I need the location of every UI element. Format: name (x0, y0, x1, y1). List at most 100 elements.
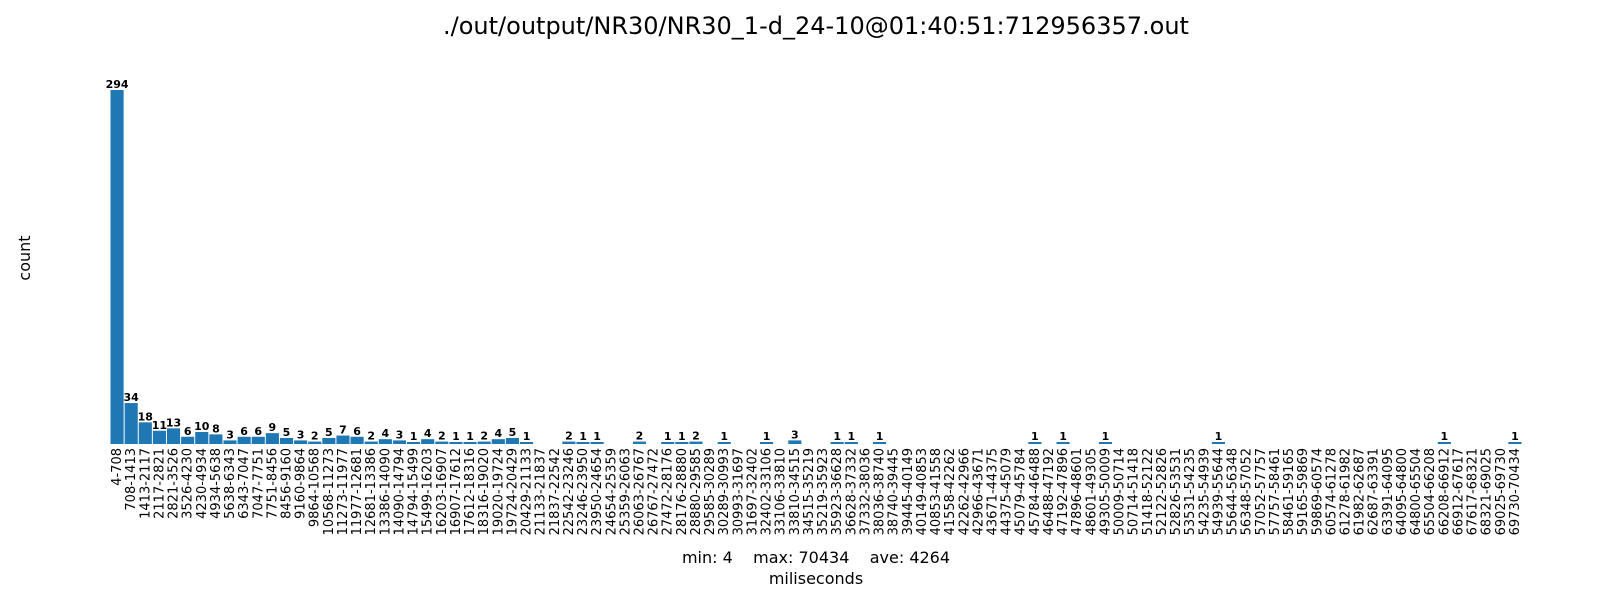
bar (223, 440, 237, 444)
data-label: 1 (763, 430, 771, 443)
data-label: 1 (876, 430, 884, 443)
x-tick-label: 52122-52826 (1155, 448, 1170, 535)
x-tick-label: 44375-45079 (1000, 448, 1015, 535)
x-tick-label: 60574-61278 (1324, 448, 1339, 535)
x-tick-label: 17612-18316 (463, 448, 478, 535)
x-tick-label: 1413-2117 (138, 448, 153, 519)
data-label: 1 (833, 430, 841, 443)
data-label: 1 (1059, 430, 1067, 443)
bar (392, 440, 407, 444)
x-tick-label: 53531-54235 (1183, 448, 1198, 535)
data-label: 10 (194, 420, 210, 433)
x-tick-label: 21133-21837 (534, 448, 549, 535)
x-tick-label: 26063-26767 (633, 448, 648, 535)
data-label: 1 (466, 430, 474, 443)
x-tick-label: 30289-30993 (717, 448, 732, 535)
data-label: 9 (269, 421, 277, 434)
x-tick-label: 55644-56348 (1226, 448, 1241, 535)
x-tick-label: 65504-66208 (1423, 448, 1438, 535)
x-tick-label: 51418-52122 (1141, 448, 1156, 535)
data-label: 294 (106, 78, 129, 91)
bars-group (110, 90, 1522, 444)
bar (336, 435, 350, 444)
data-label: 6 (240, 425, 248, 438)
x-tick-label: 15499-16203 (421, 448, 436, 535)
x-tick-label: 40853-41558 (929, 448, 944, 535)
bar (788, 440, 802, 444)
x-tick-label: 68321-69025 (1480, 448, 1495, 535)
bar (378, 439, 392, 444)
x-tick-label: 14794-15499 (407, 448, 422, 535)
data-label: 5 (325, 426, 333, 439)
data-label: 1 (1511, 430, 1519, 443)
x-axis-label: miliseconds (769, 569, 863, 588)
bar (519, 442, 534, 444)
x-tick-label: 23246-23950 (576, 448, 591, 535)
data-label: 1 (410, 430, 418, 443)
x-tick-label: 56348-57052 (1240, 448, 1255, 535)
data-label: 1 (1215, 430, 1223, 443)
bar (166, 428, 181, 444)
x-tick-label: 10568-11273 (322, 448, 337, 535)
x-tick-label: 16203-16907 (435, 448, 450, 535)
x-tick-label: 9160-9864 (294, 448, 309, 519)
data-label: 5 (283, 426, 291, 439)
x-tick-label: 61982-62687 (1353, 448, 1368, 535)
x-tick-label: 20429-21133 (520, 448, 535, 535)
x-tick-label: 57757-58461 (1268, 448, 1283, 535)
data-label: 3 (297, 428, 305, 441)
x-tick-label: 30993-31697 (731, 448, 746, 535)
bar (1211, 442, 1225, 444)
data-label: 1 (664, 430, 672, 443)
x-tick-label: 33810-34515 (788, 448, 803, 535)
bar (463, 442, 477, 444)
x-tick-label: 11977-12681 (350, 448, 365, 535)
x-tick-label: 41558-42262 (943, 448, 958, 535)
x-tick-label: 13386-14090 (378, 448, 393, 535)
bar (350, 436, 364, 444)
x-tick-label: 26767-27472 (647, 448, 662, 535)
bar (491, 439, 505, 444)
x-tick-label: 35219-35923 (816, 448, 831, 535)
x-tick-label: 59165-59869 (1296, 448, 1311, 535)
data-label: 18 (138, 410, 153, 423)
bar (477, 441, 491, 444)
x-tick-label: 708-1413 (124, 448, 139, 511)
bar (435, 441, 449, 444)
x-tick-label: 33106-33810 (774, 448, 789, 535)
x-tick-label: 14090-14794 (392, 448, 407, 535)
data-label: 7 (339, 424, 347, 437)
x-tick-label: 21837-22542 (548, 448, 563, 535)
x-tick-label: 18316-19020 (477, 448, 492, 535)
bar (717, 442, 731, 444)
bar (181, 436, 195, 444)
data-label: 6 (254, 425, 262, 438)
data-label: 2 (692, 430, 700, 443)
data-label: 13 (166, 416, 181, 429)
bar (760, 442, 774, 444)
x-tick-label: 19724-20429 (505, 448, 520, 535)
x-tick-label: 19020-19724 (491, 448, 506, 535)
x-tick-label: 6343-7047 (237, 448, 252, 519)
bar (265, 433, 279, 444)
data-label: 1 (1102, 430, 1110, 443)
data-label: 2 (311, 430, 319, 443)
x-tick-label: 39445-40149 (901, 448, 916, 535)
data-label: 3 (396, 428, 404, 441)
bar (152, 430, 166, 444)
bar (576, 442, 590, 444)
bar (562, 441, 576, 444)
data-label: 1 (579, 430, 587, 443)
x-tick-label: 45079-45784 (1014, 448, 1029, 535)
x-tick-label: 28880-29585 (689, 448, 704, 535)
bar (279, 437, 294, 444)
data-label: 2 (636, 430, 644, 443)
bar (1028, 442, 1042, 444)
bar (294, 440, 308, 444)
x-tick-label: 40149-40853 (915, 448, 930, 535)
x-tick-label: 43671-44375 (986, 448, 1001, 535)
bar (237, 436, 251, 444)
bar (1437, 442, 1451, 444)
bar (844, 442, 858, 444)
